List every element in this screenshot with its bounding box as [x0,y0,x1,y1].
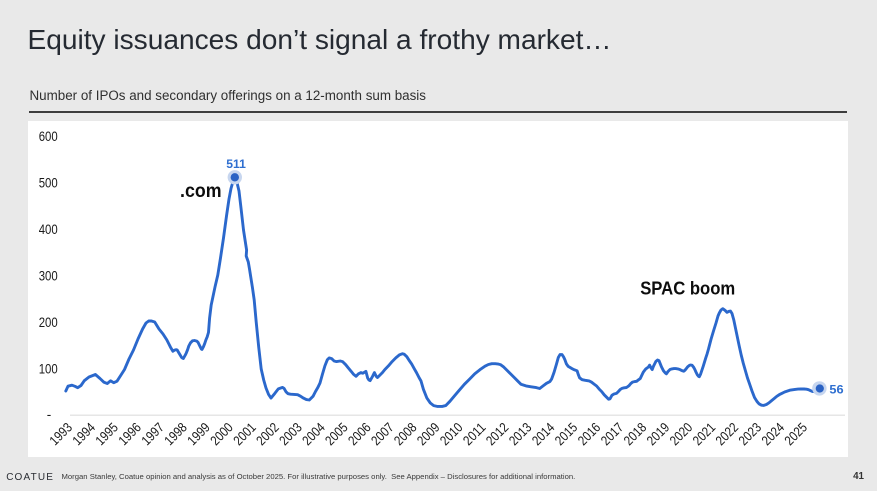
svg-text:2000: 2000 [207,420,236,449]
svg-text:2005: 2005 [322,420,351,449]
svg-text:100: 100 [39,362,58,377]
svg-text:2018: 2018 [621,420,650,449]
svg-text:2024: 2024 [759,419,788,448]
svg-text:56: 56 [829,382,844,396]
svg-text:2012: 2012 [483,420,512,449]
svg-text:2001: 2001 [230,420,259,449]
svg-text:SPAC boom: SPAC boom [640,278,735,299]
svg-text:2025: 2025 [782,420,811,449]
svg-text:2013: 2013 [506,420,535,449]
svg-text:1995: 1995 [92,420,121,449]
svg-text:2011: 2011 [460,420,489,449]
svg-text:2009: 2009 [414,420,443,449]
svg-text:2014: 2014 [529,419,558,448]
svg-text:2004: 2004 [299,419,328,448]
svg-text:1994: 1994 [70,419,99,448]
svg-text:1993: 1993 [47,420,76,449]
svg-text:2023: 2023 [736,420,765,449]
svg-text:1996: 1996 [115,420,144,449]
svg-text:2008: 2008 [391,420,420,449]
svg-text:300: 300 [39,269,58,284]
svg-text:2007: 2007 [368,420,397,449]
svg-text:2020: 2020 [667,420,696,449]
svg-text:511: 511 [226,157,246,171]
svg-text:2015: 2015 [552,420,581,449]
svg-text:2021: 2021 [690,420,719,449]
svg-text:-: - [47,407,52,422]
svg-text:1999: 1999 [184,420,213,449]
svg-text:1998: 1998 [161,420,190,449]
svg-text:2010: 2010 [437,420,466,449]
svg-text:2019: 2019 [644,420,673,449]
svg-text:1997: 1997 [138,420,167,449]
svg-text:2003: 2003 [276,420,305,449]
svg-text:500: 500 [39,176,58,191]
svg-text:.com: .com [180,180,222,202]
svg-text:600: 600 [39,129,58,144]
svg-text:2017: 2017 [598,420,627,449]
svg-text:2006: 2006 [345,420,374,449]
svg-text:400: 400 [39,222,58,237]
svg-text:2002: 2002 [253,420,282,449]
svg-text:2022: 2022 [713,420,742,449]
svg-text:200: 200 [39,315,58,330]
svg-text:2016: 2016 [575,420,604,449]
